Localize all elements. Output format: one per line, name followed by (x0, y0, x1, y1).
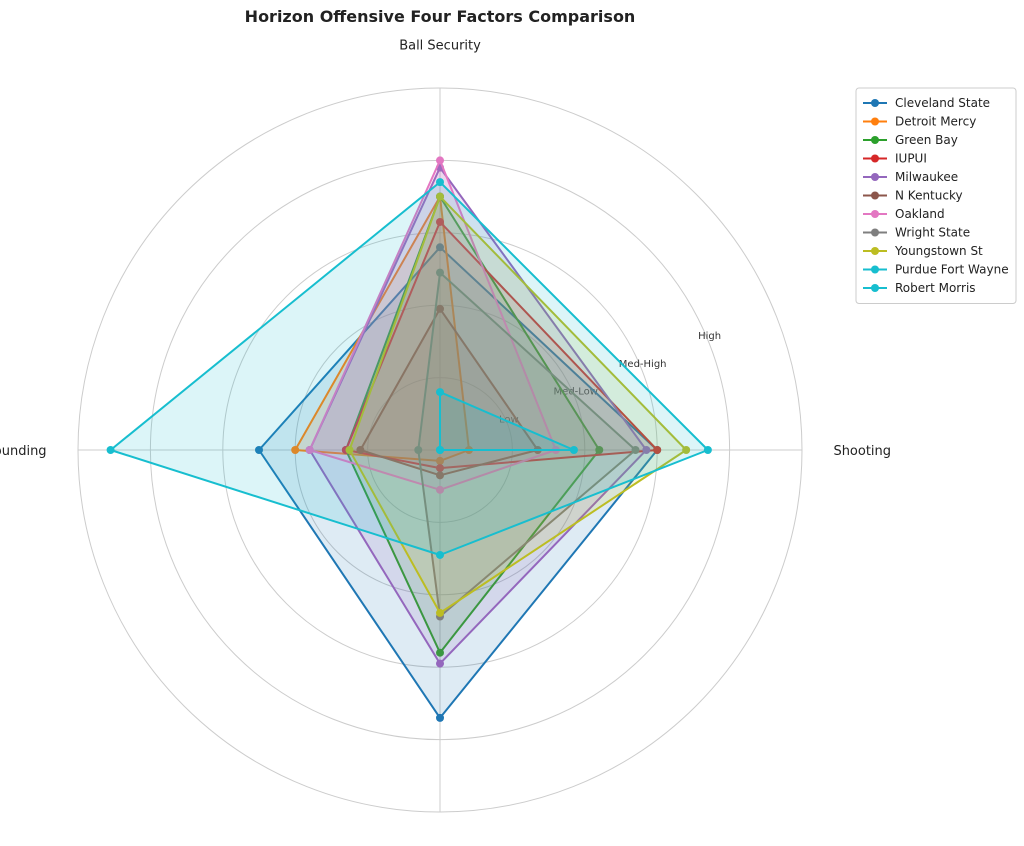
legend-entry[interactable]: N Kentucky (895, 189, 963, 203)
series-fill (345, 196, 600, 653)
axis-label: Ball Security (399, 39, 481, 54)
legend-box (855, 87, 1017, 304)
series-layer (106, 156, 712, 722)
data-point (436, 464, 444, 473)
legend-marker (871, 117, 879, 126)
data-point (436, 648, 444, 657)
legend-marker (871, 99, 879, 107)
data-point (569, 446, 578, 454)
legend-entry[interactable]: Oakland (895, 207, 945, 221)
legend-entry[interactable]: Robert Morris (895, 281, 976, 295)
legend-entry[interactable]: Green Bay (895, 133, 958, 147)
data-point (436, 268, 444, 277)
data-point (436, 156, 444, 165)
axis-label: Shooting (833, 444, 891, 459)
data-point (436, 217, 444, 226)
data-point (436, 608, 444, 617)
data-point (436, 304, 444, 313)
data-point (305, 446, 314, 454)
data-point (436, 550, 444, 559)
ring-label: Low (499, 414, 519, 425)
series-fill (110, 182, 708, 555)
legend-marker (871, 136, 879, 144)
legend-entry[interactable]: Detroit Mercy (895, 115, 976, 129)
data-point (682, 446, 691, 454)
legend-entry[interactable]: Youngstown St (894, 244, 983, 258)
axis-label: Off Rebounding (0, 444, 47, 459)
legend-entry[interactable]: Cleveland State (895, 96, 990, 110)
data-point (436, 659, 444, 668)
legend-entry[interactable]: Wright State (895, 226, 970, 240)
series-line (439, 391, 575, 451)
legend-marker (871, 173, 879, 181)
data-point (631, 446, 640, 454)
data-point (436, 243, 444, 252)
data-point (436, 178, 444, 187)
legend-entry[interactable]: Milwaukee (895, 170, 958, 184)
legend-marker (871, 210, 879, 218)
legend[interactable]: Cleveland State Detroit Mercy Green Bay IUP… (855, 87, 1017, 304)
data-point (255, 446, 263, 454)
ring-label: High (698, 331, 721, 342)
legend-marker (871, 284, 879, 292)
data-point (345, 446, 354, 454)
data-point (595, 446, 604, 454)
data-point (356, 446, 365, 454)
data-point (106, 446, 115, 454)
data-point (642, 446, 651, 454)
legend-entry[interactable]: IUPUI (895, 152, 927, 166)
data-point (436, 192, 444, 201)
data-point (436, 485, 444, 494)
data-point (436, 446, 444, 454)
chart-title: Horizon Offensive Four Factors Compariso… (245, 7, 636, 26)
legend-entry[interactable]: Purdue Fort Wayne (895, 263, 1009, 277)
ring-label: Med-Low (554, 387, 598, 398)
data-point (653, 446, 662, 454)
data-point (436, 456, 444, 465)
ring-label: Med-High (619, 359, 667, 370)
data-point (703, 446, 712, 454)
data-point (436, 388, 444, 397)
data-point (436, 471, 444, 480)
data-point (291, 446, 300, 454)
series-fill (418, 272, 636, 617)
series-fill (360, 308, 538, 476)
data-point (436, 713, 444, 722)
legend-marker (871, 228, 879, 237)
legend-marker (871, 247, 879, 255)
data-point (414, 446, 423, 454)
legend-marker (871, 265, 879, 274)
legend-marker (871, 154, 879, 163)
series-fill (349, 196, 687, 613)
legend-marker (871, 191, 879, 200)
